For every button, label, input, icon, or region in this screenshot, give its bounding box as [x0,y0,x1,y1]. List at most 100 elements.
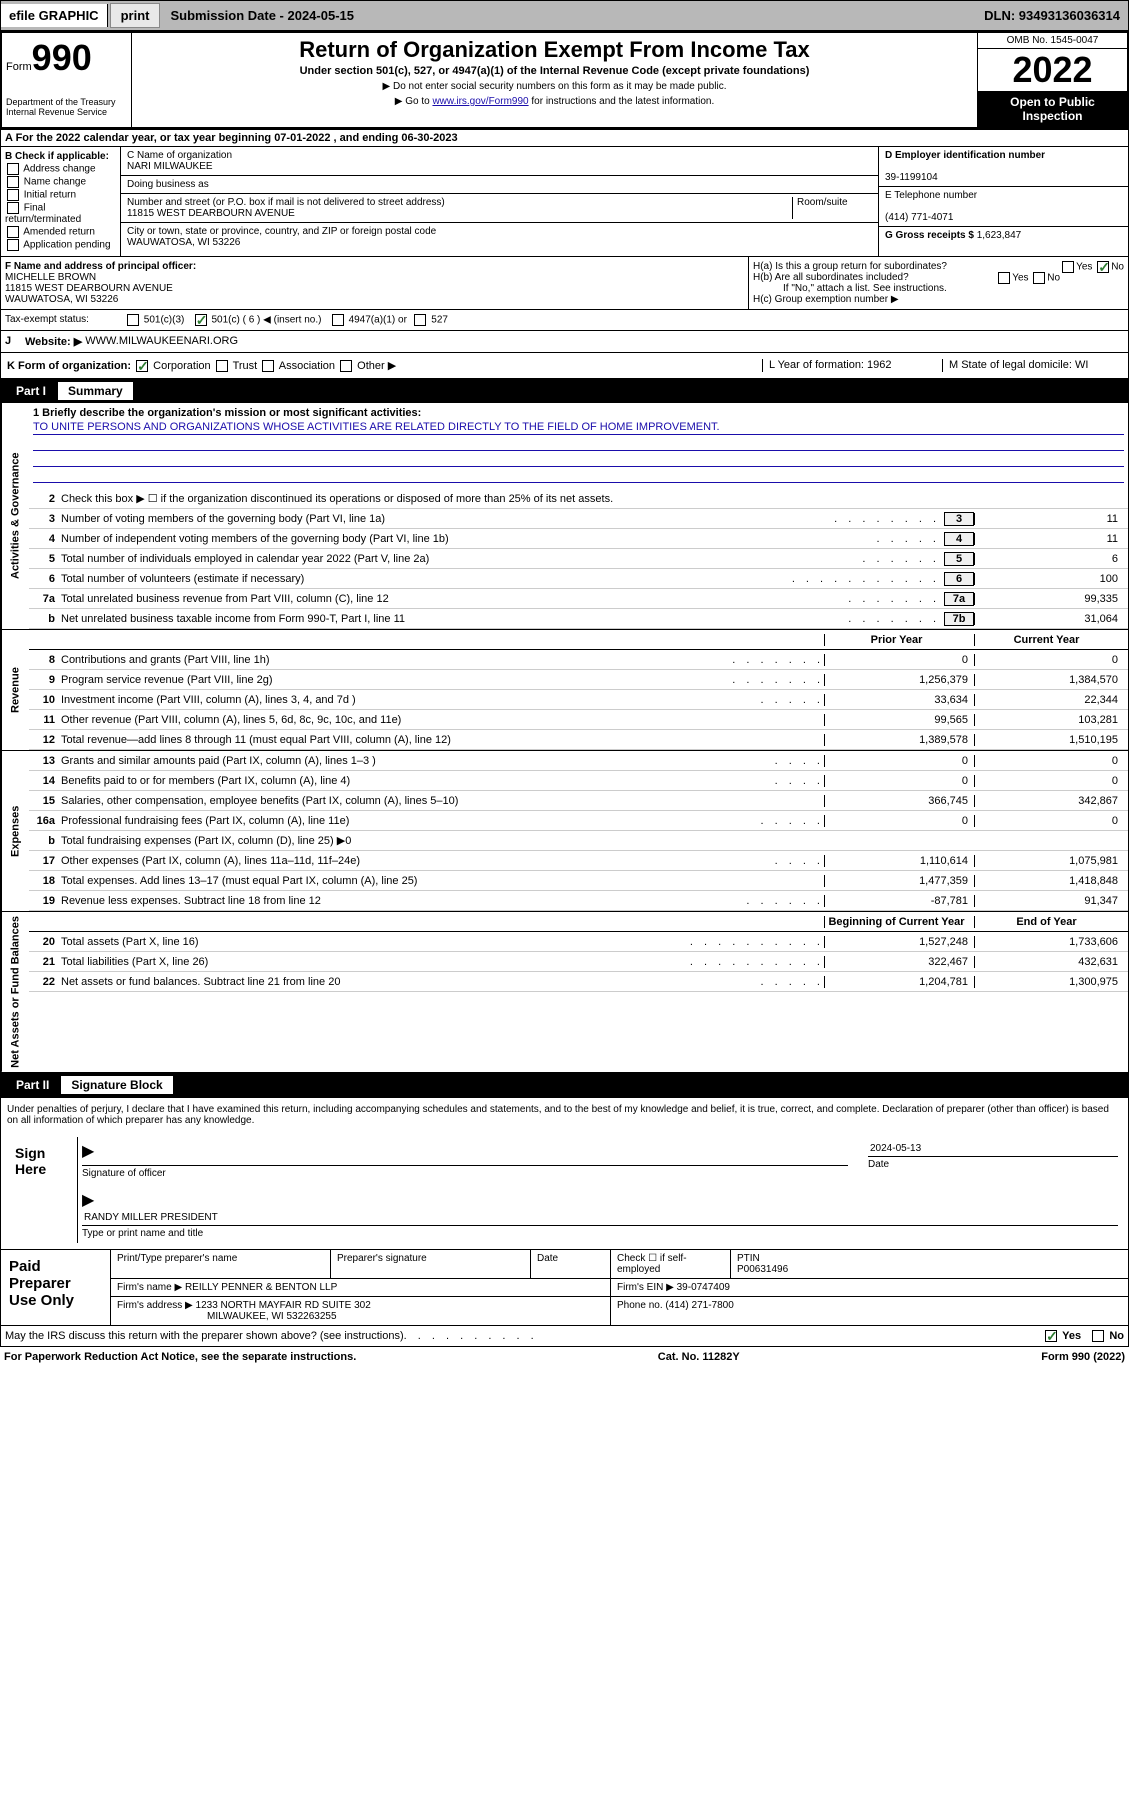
year-formation: L Year of formation: 1962 [762,359,942,372]
tax-status-row: Tax-exempt status: 501(c)(3) 501(c) ( 6 … [0,310,1129,331]
may-yes[interactable] [1045,1330,1057,1342]
officer-info: F Name and address of principal officer:… [1,257,748,309]
may-discuss: May the IRS discuss this return with the… [0,1326,1129,1347]
side-expenses: Expenses [1,751,29,911]
city: WAUWATOSA, WI 53226 [127,237,240,248]
efile-label: efile GRAPHIC [1,4,108,27]
gross: 1,623,847 [977,230,1022,241]
chk-501c3[interactable] [127,314,139,326]
ha-yes[interactable] [1062,261,1074,273]
website: WWW.MILWAUKEENARI.ORG [85,335,238,348]
tax-label: Tax-exempt status: [5,314,125,326]
paid-preparer: Paid Preparer Use Only Print/Type prepar… [0,1250,1129,1326]
phone-cell: E Telephone number (414) 771-4071 [879,187,1128,227]
tax-year: 2022 [978,49,1127,91]
chk-other[interactable] [340,360,352,372]
room-label: Room/suite [792,197,872,219]
l4-val: 11 [974,533,1124,545]
chk-address: Address change [5,163,116,175]
state-domicile: M State of legal domicile: WI [942,359,1122,372]
note-link: ▶ Go to www.irs.gov/Form990 for instruct… [136,96,973,107]
city-cell: City or town, state or province, country… [121,223,878,251]
form-990: 990 [32,37,92,78]
side-revenue: Revenue [1,630,29,750]
row-a: A For the 2022 calendar year, or tax yea… [0,129,1129,147]
footer-cat: Cat. No. 11282Y [658,1351,740,1363]
sign-here: Sign Here [7,1137,77,1243]
header-right: OMB No. 1545-0047 2022 Open to Public In… [977,33,1127,127]
chk-initial: Initial return [5,189,116,201]
org-name: NARI MILWAUKEE [127,161,213,172]
l7a-val: 99,335 [974,593,1124,605]
row-k: K Form of organization: Corporation Trus… [0,353,1129,379]
topbar: efile GRAPHIC print Submission Date - 20… [0,0,1129,31]
form-label: Form [6,61,32,73]
l5-val: 6 [974,553,1124,565]
firm-phone: (414) 271-7800 [665,1300,733,1311]
ein: 39-1199104 [885,172,938,183]
omb: OMB No. 1545-0047 [978,33,1127,49]
form-number-box: Form990 Department of the TreasuryIntern… [2,33,132,127]
footer-right: Form 990 (2022) [1041,1351,1125,1363]
chk-527[interactable] [414,314,426,326]
note-ssn: ▶ Do not enter social security numbers o… [136,81,973,92]
l3-val: 11 [974,513,1124,525]
irs-link[interactable]: www.irs.gov/Form990 [432,96,528,107]
form-header: Form990 Department of the TreasuryIntern… [0,31,1129,129]
firm-ein: 39-0747409 [677,1282,730,1293]
open-to-public: Open to Public Inspection [978,91,1127,127]
ein-cell: D Employer identification number 39-1199… [879,147,1128,187]
submission-date: Submission Date - 2024-05-15 [162,4,362,27]
chk-501c[interactable] [195,314,207,326]
side-governance: Activities & Governance [1,403,29,629]
arrow-icon: ▶ [82,1192,94,1209]
row-j: J Website: ▶ WWW.MILWAUKEENARI.ORG [0,331,1129,353]
chk-corp[interactable] [136,360,148,372]
header-center: Return of Organization Exempt From Incom… [132,33,977,127]
summary-table: Activities & Governance 1 Briefly descri… [0,403,1129,1073]
hb-yes[interactable] [998,272,1010,284]
org-name-cell: C Name of organization NARI MILWAUKEE [121,147,878,176]
dln: DLN: 93493136036314 [976,4,1128,27]
part1-header: Part I Summary [0,379,1129,403]
signature-block: Under penalties of perjury, I declare th… [0,1097,1129,1250]
mission-text: TO UNITE PERSONS AND ORGANIZATIONS WHOSE… [33,421,1124,435]
arrow-icon: ▶ [82,1143,94,1160]
row-f: F Name and address of principal officer:… [0,257,1129,310]
chk-pending: Application pending [5,239,116,251]
chk-assoc[interactable] [262,360,274,372]
street-cell: Number and street (or P.O. box if mail i… [121,194,878,223]
col-b-header: B Check if applicable: [5,151,109,162]
officer-sig [82,1161,848,1166]
ptin: P00631496 [737,1264,788,1275]
chk-amended: Amended return [5,226,116,238]
chk-trust[interactable] [216,360,228,372]
part2-header: Part II Signature Block [0,1073,1129,1097]
street: 11815 WEST DEARBOURN AVENUE [127,208,295,219]
col-c: C Name of organization NARI MILWAUKEE Do… [121,147,878,256]
form-title: Return of Organization Exempt From Incom… [136,37,973,63]
ha-no[interactable] [1097,261,1109,273]
group-return: H(a) Is this a group return for subordin… [748,257,1128,309]
form-subtitle: Under section 501(c), 527, or 4947(a)(1)… [136,65,973,77]
phone: (414) 771-4071 [885,212,953,223]
dept-label: Department of the TreasuryInternal Reven… [6,97,127,117]
hb-no[interactable] [1033,272,1045,284]
l6-val: 100 [974,573,1124,585]
officer-name: MICHELLE BROWN [5,272,96,283]
print-button[interactable]: print [110,3,161,28]
footer-left: For Paperwork Reduction Act Notice, see … [4,1351,356,1363]
gross-cell: G Gross receipts $ 1,623,847 [879,227,1128,244]
dba-cell: Doing business as [121,176,878,194]
chk-4947[interactable] [332,314,344,326]
section-bcd: B Check if applicable: Address change Na… [0,147,1129,257]
col-b: B Check if applicable: Address change Na… [1,147,121,256]
chk-name: Name change [5,176,116,188]
sig-date: 2024-05-13 [868,1141,1118,1157]
may-no[interactable] [1092,1330,1104,1342]
chk-final: Final return/terminated [5,202,116,225]
l7b-val: 31,064 [974,613,1124,625]
firm-addr: 1233 NORTH MAYFAIR RD SUITE 302 [196,1300,371,1311]
side-net: Net Assets or Fund Balances [1,912,29,1072]
col-d: D Employer identification number 39-1199… [878,147,1128,256]
